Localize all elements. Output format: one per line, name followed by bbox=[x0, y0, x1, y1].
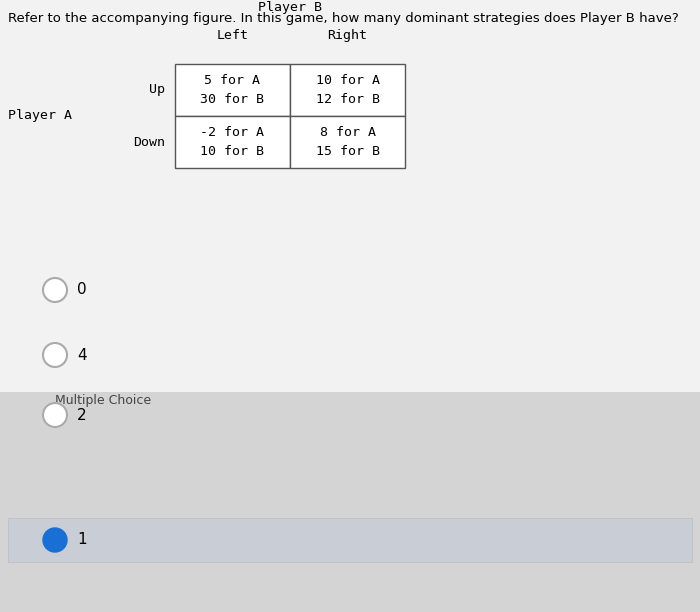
Bar bbox=[175, 64, 290, 116]
Text: Down: Down bbox=[133, 135, 165, 149]
Text: Player A: Player A bbox=[8, 110, 72, 122]
Text: 1: 1 bbox=[77, 532, 87, 548]
Text: 5 for A
30 for B: 5 for A 30 for B bbox=[200, 74, 265, 106]
Text: Player B: Player B bbox=[258, 1, 322, 14]
Text: Multiple Choice: Multiple Choice bbox=[55, 394, 151, 407]
Circle shape bbox=[43, 343, 67, 367]
Bar bbox=[0, 392, 700, 612]
Text: Up: Up bbox=[149, 83, 165, 97]
Bar bbox=[175, 116, 290, 168]
Bar bbox=[8, 518, 692, 562]
Circle shape bbox=[43, 278, 67, 302]
Circle shape bbox=[43, 403, 67, 427]
Text: 10 for A
12 for B: 10 for A 12 for B bbox=[316, 74, 379, 106]
Text: Refer to the accompanying figure. In this game, how many dominant strategies doe: Refer to the accompanying figure. In thi… bbox=[8, 12, 679, 25]
Text: 4: 4 bbox=[77, 348, 87, 362]
Circle shape bbox=[43, 528, 67, 552]
Text: 2: 2 bbox=[77, 408, 87, 422]
Text: Right: Right bbox=[328, 29, 368, 42]
Bar bbox=[0, 0, 700, 392]
Text: 0: 0 bbox=[77, 283, 87, 297]
Bar bbox=[290, 64, 405, 116]
Bar bbox=[290, 116, 405, 168]
Text: 8 for A
15 for B: 8 for A 15 for B bbox=[316, 126, 379, 158]
Text: -2 for A
10 for B: -2 for A 10 for B bbox=[200, 126, 265, 158]
Text: Left: Left bbox=[216, 29, 248, 42]
